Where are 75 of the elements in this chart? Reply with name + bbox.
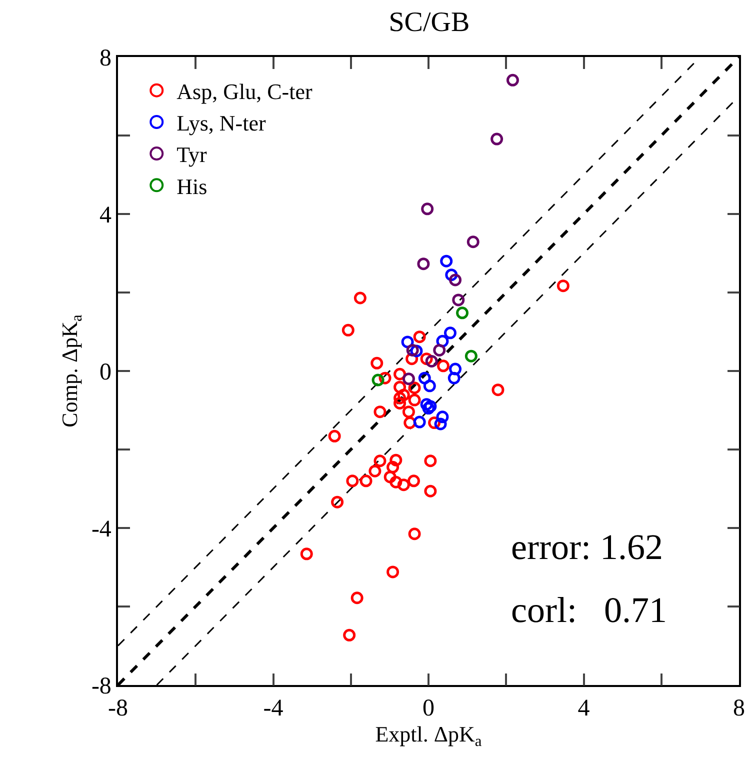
point <box>408 382 421 394</box>
point <box>413 416 426 428</box>
point <box>452 294 465 306</box>
point <box>390 476 402 488</box>
point <box>466 236 480 248</box>
point <box>449 274 462 286</box>
annotation: error: 1.62 <box>511 527 663 567</box>
point <box>370 356 384 370</box>
point <box>300 548 313 560</box>
x-tick-label: -4 <box>263 696 284 722</box>
point <box>418 372 431 384</box>
point <box>397 478 410 492</box>
x-tick-label: 0 <box>422 696 434 722</box>
point <box>342 324 354 336</box>
point <box>331 496 344 508</box>
point <box>390 454 402 466</box>
point <box>394 392 406 404</box>
y-tick-label: 0 <box>99 359 112 386</box>
point <box>372 374 384 386</box>
point <box>444 326 456 340</box>
point <box>425 354 438 368</box>
point <box>423 380 436 392</box>
point <box>506 74 519 86</box>
point <box>397 388 410 402</box>
y-tick-label: 8 <box>99 45 112 72</box>
point <box>434 418 447 430</box>
x-tick-label: 4 <box>578 696 590 722</box>
legend-label: Lys, N-ter <box>176 110 267 136</box>
point <box>424 454 437 468</box>
point <box>346 474 359 488</box>
point <box>464 350 478 362</box>
annotation: corl: 0.71 <box>511 590 667 630</box>
legend-label: Tyr <box>176 142 208 168</box>
x-tick-label: 8 <box>733 696 745 722</box>
point <box>417 258 430 270</box>
y-tick-label: -4 <box>91 516 112 542</box>
point <box>402 406 415 418</box>
point <box>408 394 421 406</box>
point <box>492 384 504 396</box>
point <box>354 292 366 304</box>
point <box>350 592 364 604</box>
point <box>384 470 396 484</box>
point <box>360 474 372 488</box>
point <box>374 406 386 418</box>
point <box>408 528 421 540</box>
point <box>368 464 382 478</box>
point <box>556 280 570 292</box>
point <box>343 628 356 642</box>
point <box>421 202 434 216</box>
legend-label: His <box>176 174 208 199</box>
point <box>413 330 426 344</box>
point <box>436 410 449 424</box>
legend-label: Asp, Glu, C-ter <box>176 78 313 104</box>
y-tick-label: -8 <box>91 673 112 700</box>
point <box>394 396 406 410</box>
point <box>433 344 446 356</box>
point <box>420 398 433 411</box>
point <box>490 132 504 146</box>
point <box>456 306 469 320</box>
x-axis-title: Exptl. ΔpK$_{a}$ <box>375 722 482 750</box>
point <box>386 566 400 578</box>
point <box>394 380 406 394</box>
point <box>424 484 437 498</box>
y-tick-label: 4 <box>99 202 112 228</box>
point <box>374 454 386 468</box>
point <box>440 254 453 268</box>
point <box>406 344 419 356</box>
point <box>408 474 420 488</box>
chart-title: SC/GB <box>388 7 470 38</box>
point <box>448 372 460 384</box>
point <box>386 460 400 474</box>
point <box>449 362 462 376</box>
point <box>328 430 341 442</box>
point <box>437 360 450 372</box>
point <box>402 372 415 386</box>
